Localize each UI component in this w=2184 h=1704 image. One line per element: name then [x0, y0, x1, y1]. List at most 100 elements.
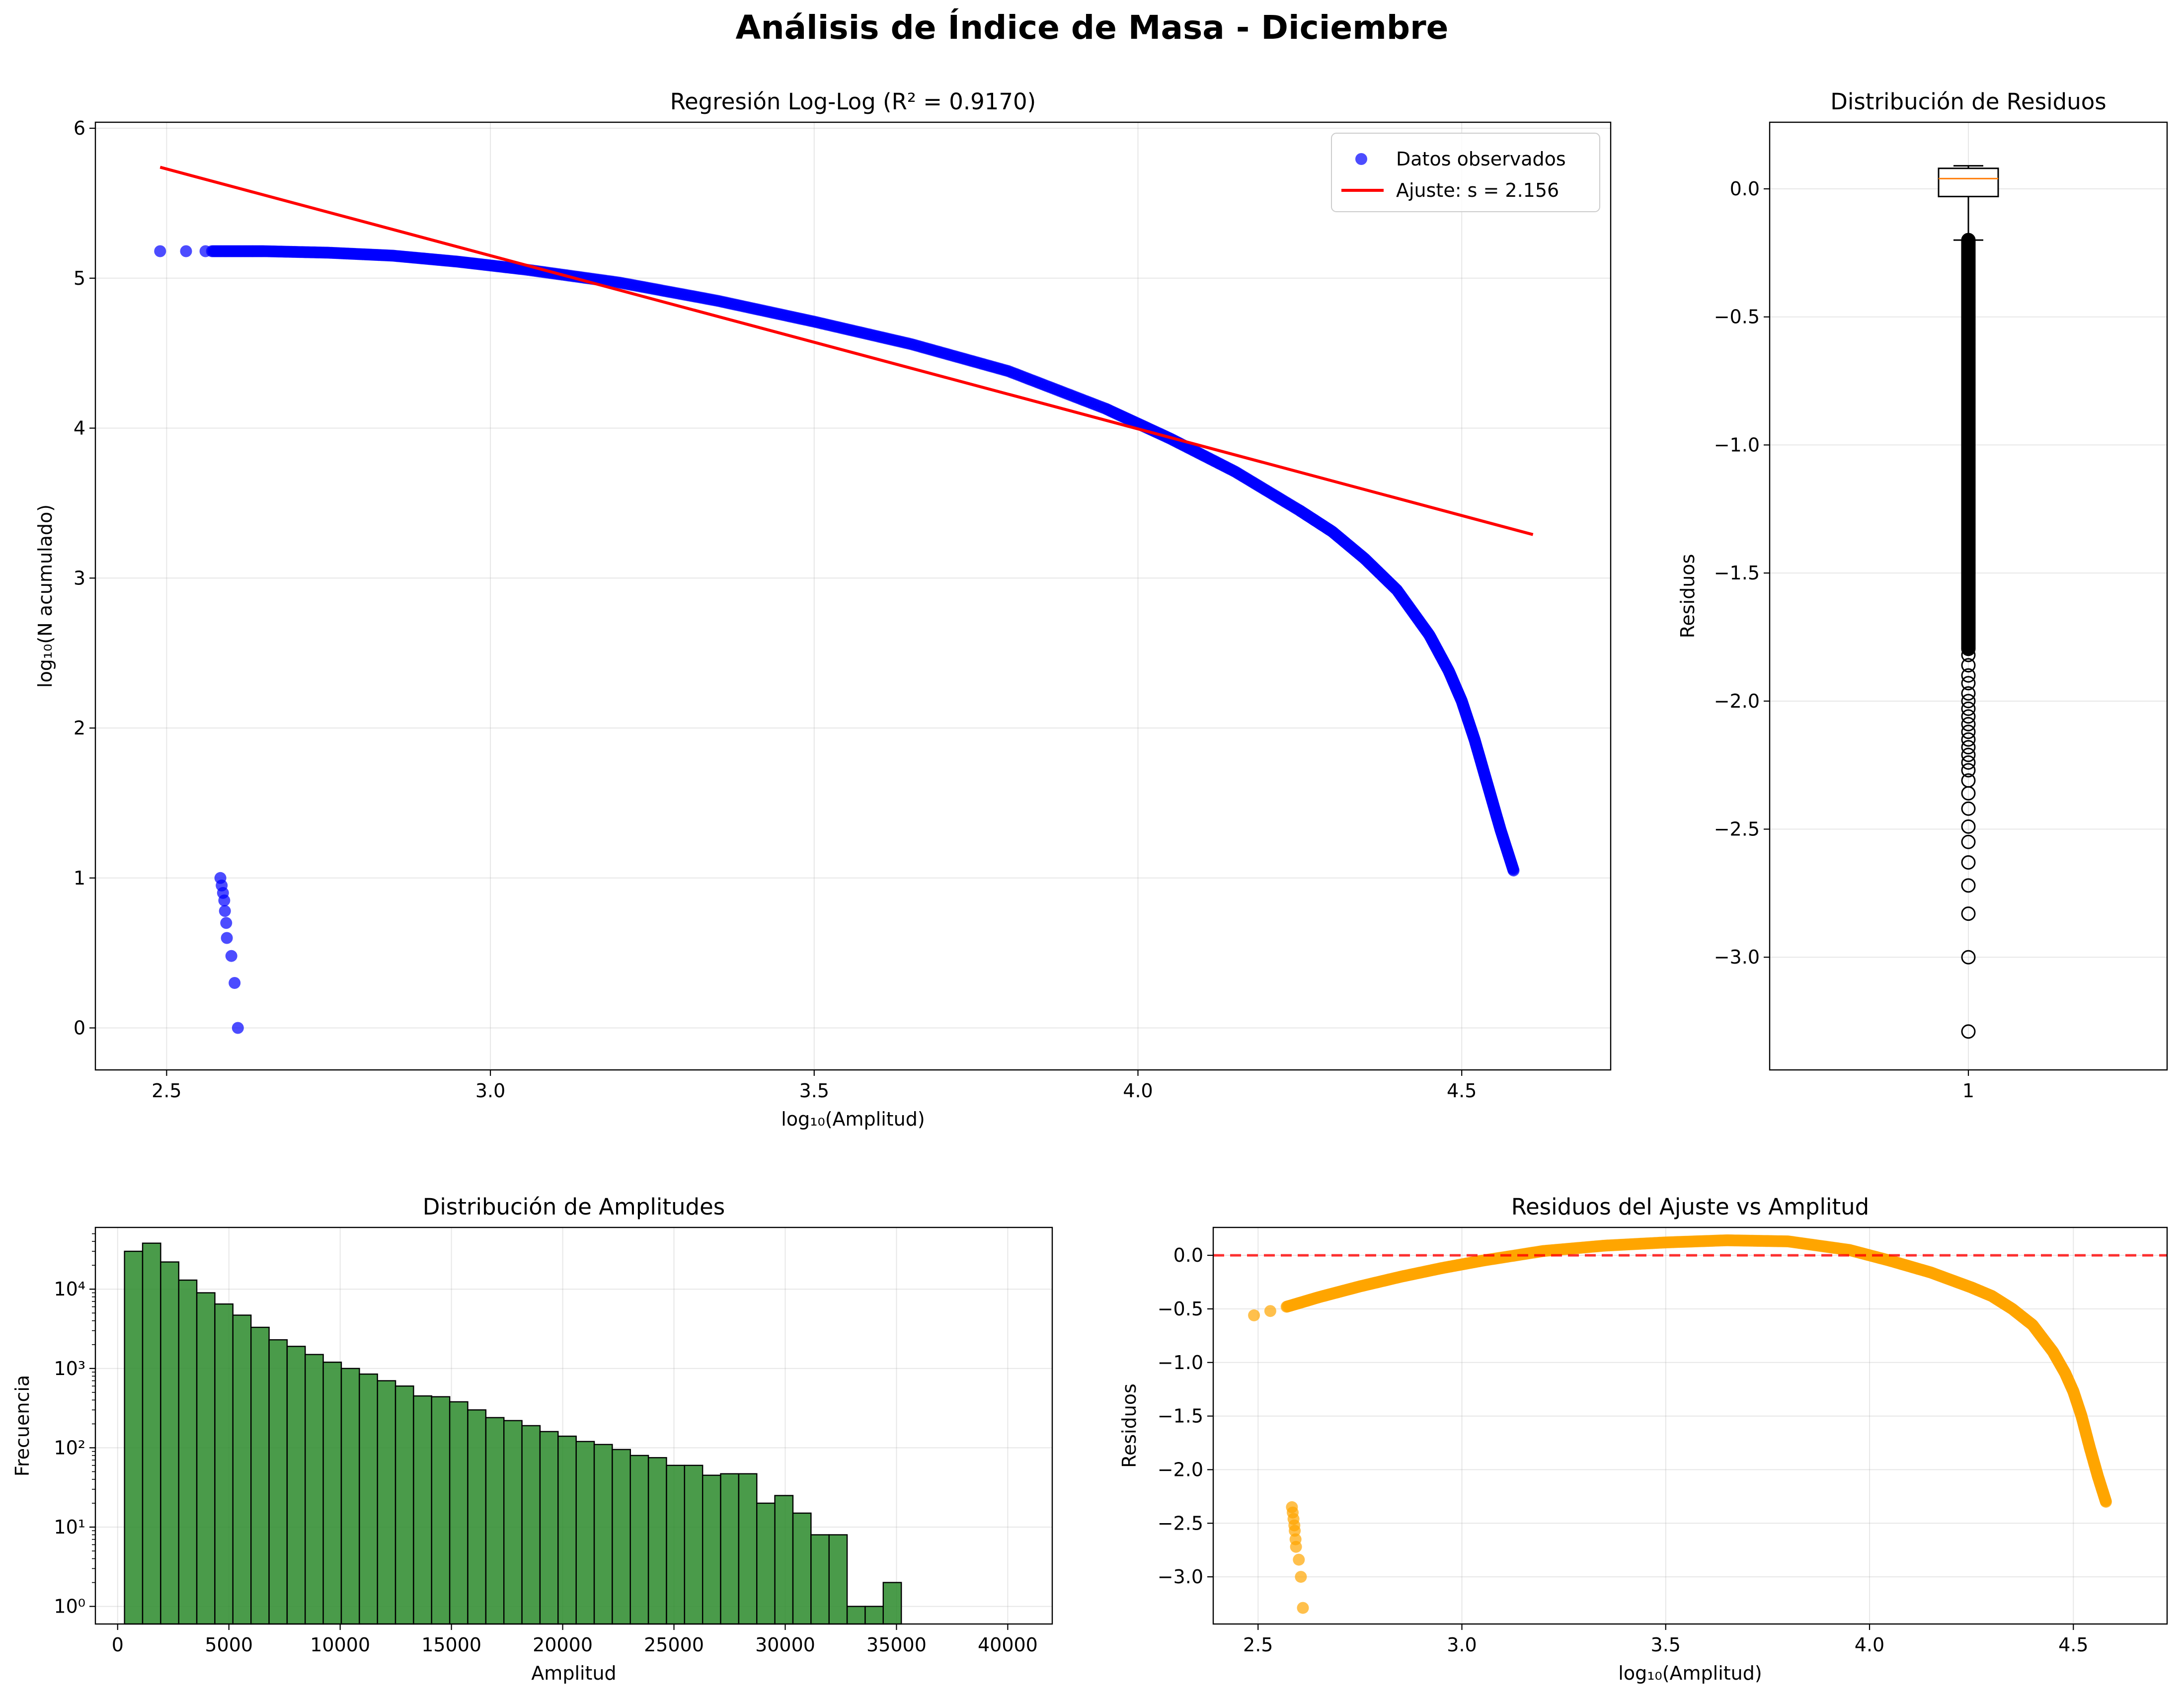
x-tick-label: 3.5 — [1651, 1634, 1681, 1656]
y-tick-label: −2.0 — [1714, 690, 1760, 712]
histogram-bar — [196, 1292, 216, 1625]
histogram-bar — [684, 1464, 703, 1625]
x-ticks: 0 5000 10000 15000 20000 25000 30000 35000 40000 — [112, 1624, 1038, 1656]
outlier-point — [1961, 648, 1976, 662]
histogram-bars — [124, 1242, 902, 1625]
outlier-point — [1961, 642, 1976, 656]
histogram-bar — [882, 1582, 902, 1625]
outlier-point — [1961, 725, 1976, 739]
histogram-bar — [232, 1314, 252, 1625]
y-tick-label: −2.5 — [1158, 1512, 1203, 1534]
histogram-bar — [521, 1425, 541, 1625]
x-tick-label: 15000 — [421, 1634, 481, 1656]
histogram-bar — [160, 1261, 179, 1625]
histogram-bar — [503, 1420, 523, 1625]
residual-point — [1293, 1553, 1305, 1566]
outlier-point — [1961, 701, 1976, 716]
y-tick-label: −3.0 — [1158, 1566, 1203, 1588]
histogram-bar — [286, 1346, 306, 1625]
fit-line — [159, 165, 1534, 536]
histogram-bar — [666, 1464, 686, 1625]
axes-border — [94, 1226, 1053, 1625]
residual-point — [2100, 1496, 2112, 1508]
histogram-bar — [702, 1474, 721, 1625]
outlier-point — [1961, 906, 1976, 921]
y-tick-label: −1.5 — [1158, 1405, 1203, 1427]
histogram-bar — [647, 1457, 667, 1625]
data-point — [180, 245, 192, 257]
panel-title: Distribución de Amplitudes — [423, 1194, 725, 1220]
legend: Datos observados Ajuste: s = 2.156 — [1331, 133, 1600, 212]
y-tick-label: −3.0 — [1714, 946, 1760, 968]
histogram-bar — [322, 1361, 342, 1625]
outlier-point — [1961, 740, 1976, 755]
outlier-point — [1961, 668, 1976, 683]
plot-area — [1213, 1227, 2167, 1624]
outlier-point — [1961, 834, 1976, 849]
outlier-point — [1961, 819, 1976, 834]
histogram-bar — [720, 1473, 740, 1625]
y-ticks: 0.0 −0.5 −1.0 −1.5 −2.0 −2.5 −3.0 — [1714, 178, 1770, 968]
x-tick-label: 4.0 — [1123, 1080, 1153, 1102]
outlier-point — [1961, 732, 1976, 747]
histogram-bar — [557, 1435, 577, 1625]
data-point — [219, 905, 231, 917]
data-point — [221, 932, 233, 944]
histogram-bar — [359, 1373, 378, 1625]
y-tick-label: −2.5 — [1714, 818, 1760, 840]
histogram-bar — [305, 1354, 324, 1625]
histogram-bar — [142, 1242, 161, 1625]
legend-box — [1331, 133, 1600, 212]
residual-point — [1290, 1541, 1302, 1553]
histogram-bar — [377, 1380, 396, 1625]
histogram-bar — [810, 1534, 830, 1625]
y-tick-label: 0.0 — [1173, 1244, 1203, 1266]
y-axis-label: Residuos — [1677, 554, 1699, 639]
panel-title: Distribución de Residuos — [1830, 88, 2106, 115]
outlier-point — [1961, 658, 1976, 673]
histogram-bar — [539, 1431, 559, 1625]
data-point — [154, 245, 166, 257]
histogram-bar — [250, 1326, 270, 1625]
axes-border — [1212, 1226, 2168, 1625]
outlier-point — [1961, 694, 1976, 709]
y-tick-label: 5 — [74, 267, 85, 289]
histogram-bar — [575, 1441, 595, 1625]
figure-suptitle: Análisis de Índice de Masa - Diciembre — [736, 8, 1449, 47]
outlier-point — [1961, 755, 1976, 770]
histogram-bar — [593, 1444, 613, 1625]
legend-label-fit: Ajuste: s = 2.156 — [1396, 179, 1559, 201]
residual-point — [1289, 1525, 1301, 1537]
outlier-point — [1961, 801, 1976, 816]
histogram-panel: 0 5000 10000 15000 20000 25000 30000 35000 40000… — [11, 1194, 1053, 1684]
histogram-bar — [394, 1385, 414, 1625]
histogram-bar — [828, 1534, 848, 1625]
x-tick-label: 2.5 — [1243, 1634, 1273, 1656]
residuals-panel: 2.5 3.0 3.5 4.0 4.5 0.0 −0.5 −1.0 −1.5 −2.0 −2.5 −3… — [1118, 1194, 2168, 1684]
iqr-box — [1938, 167, 1999, 197]
histogram-bar — [178, 1279, 198, 1625]
histogram-bar — [214, 1303, 234, 1625]
boxplot-panel: 1 0.0 −0.5 −1.0 −1.5 −2.0 −2.5 −3.0 Distribución… — [1677, 88, 2168, 1102]
histogram-bar — [629, 1455, 649, 1625]
outlier-point — [1961, 686, 1976, 701]
x-tick-label: 35000 — [866, 1634, 927, 1656]
y-axis-label: Residuos — [1118, 1383, 1140, 1468]
outlier-point — [1961, 747, 1976, 762]
data-point — [232, 1022, 244, 1034]
y-tick-label: 2 — [74, 717, 85, 739]
y-ticks: 0 1 2 3 4 5 6 — [74, 117, 95, 1039]
x-tick-label: 0 — [112, 1634, 124, 1656]
outlier-point — [1961, 717, 1976, 731]
x-tick-label: 2.5 — [152, 1080, 181, 1102]
y-tick-label: 10¹ — [54, 1516, 85, 1538]
x-axis-label: log₁₀(Amplitud) — [781, 1108, 925, 1130]
x-ticks: 2.5 3.0 3.5 4.0 4.5 — [152, 1070, 1477, 1102]
y-tick-label: 4 — [74, 417, 85, 439]
histogram-bar — [340, 1368, 360, 1625]
outlier-point — [1961, 1024, 1976, 1039]
x-tick-label: 1 — [1962, 1080, 1974, 1102]
x-tick-label: 30000 — [755, 1634, 815, 1656]
y-tick-label: −0.5 — [1714, 306, 1760, 328]
